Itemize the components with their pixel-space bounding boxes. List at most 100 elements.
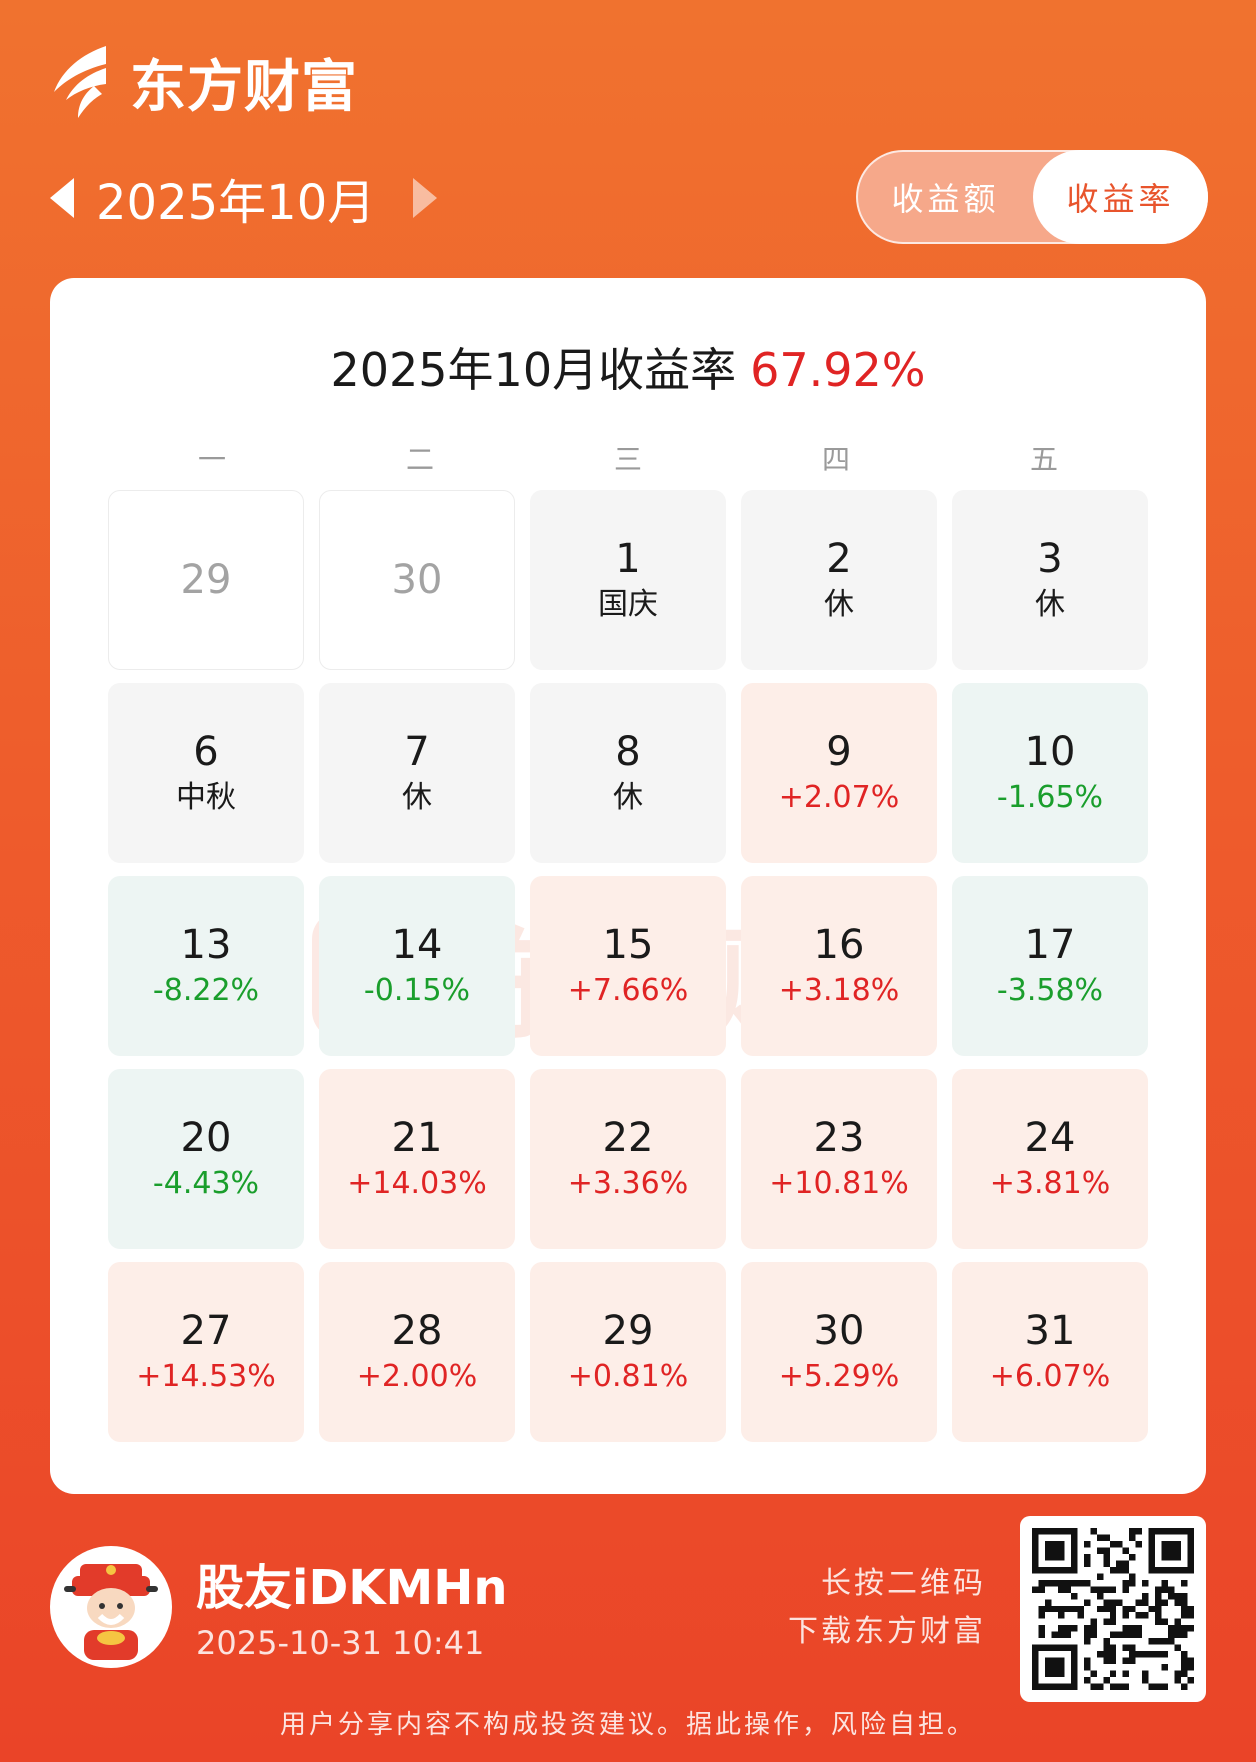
calendar-cell[interactable]: 30 +5.29% [741,1262,937,1442]
cell-day: 28 [391,1308,443,1354]
month-navigator: 2025年10月 [50,166,438,231]
summary-title-text: 2025年10月收益率 [330,343,737,397]
cell-day: 30 [813,1308,865,1354]
cell-return-rate: -1.65% [996,780,1104,815]
weekday-thu: 四 [821,443,850,476]
cell-return-rate: +14.53% [136,1359,276,1394]
triangle-left-icon[interactable] [50,178,74,218]
cell-return-rate: -4.43% [152,1166,260,1201]
calendar-cell[interactable]: 30 [319,490,515,670]
cell-day: 3 [1037,536,1063,582]
calendar-grid: 29 30 1 国庆 2 休 3 休 6 中秋 7 休 8 休 9 +2.07% 10 -1.65% 13 -8.22… [108,490,1148,1442]
cell-day: 2 [826,536,852,582]
weekday-header: 一 二 三 四 五 [108,438,1148,478]
weekday-fri: 五 [1029,443,1058,476]
calendar-cell[interactable]: 13 -8.22% [108,876,304,1056]
eastmoney-logo-icon [54,46,106,118]
cell-return-rate: +2.07% [778,780,900,815]
calendar-cell[interactable]: 16 +3.18% [741,876,937,1056]
disclaimer: 用户分享内容不构成投资建议。据此操作，风险自担。 [279,1710,976,1740]
cell-holiday-label: 休 [1035,587,1065,622]
cell-return-rate: +3.18% [778,973,900,1008]
cell-return-rate: +6.07% [989,1359,1111,1394]
cell-day: 22 [602,1115,654,1161]
calendar-cell[interactable]: 27 +14.53% [108,1262,304,1442]
share-timestamp: 2025-10-31 10:41 [196,1624,485,1662]
calendar-cell[interactable]: 29 [108,490,304,670]
cell-day: 7 [404,729,430,775]
calendar-cell[interactable]: 10 -1.65% [952,683,1148,863]
cell-holiday-label: 休 [613,780,643,815]
calendar-cell[interactable]: 1 国庆 [530,490,726,670]
cell-holiday-label: 中秋 [176,780,236,815]
triangle-right-icon[interactable] [413,178,438,218]
cell-holiday-label: 国庆 [598,587,658,622]
month-label: 2025年10月 [96,175,376,231]
calendar-cell[interactable]: 20 -4.43% [108,1069,304,1249]
cell-day: 15 [602,922,654,968]
cell-day: 16 [813,922,865,968]
calendar-cell[interactable]: 9 +2.07% [741,683,937,863]
cell-return-rate: -0.15% [363,973,471,1008]
cell-day: 14 [391,922,443,968]
cell-day: 8 [615,729,641,775]
calendar-cell[interactable]: 15 +7.66% [530,876,726,1056]
mode-toggle: 收益额 收益率 [856,150,1208,244]
toggle-amount[interactable]: 收益额 [891,180,1000,218]
cell-day: 29 [180,557,232,603]
cell-day: 27 [180,1308,232,1354]
cell-return-rate: +10.81% [769,1166,909,1201]
cell-return-rate: +3.36% [567,1166,689,1201]
god-of-wealth-avatar-icon [64,1564,158,1660]
cell-day: 9 [826,729,852,775]
cell-day: 6 [193,729,219,775]
brand-name: 东方财富 [130,54,358,120]
cell-day: 1 [615,536,641,582]
cell-return-rate: +7.66% [567,973,689,1008]
calendar-cell[interactable]: 29 +0.81% [530,1262,726,1442]
weekday-tue: 二 [405,443,434,476]
calendar-cell[interactable]: 21 +14.03% [319,1069,515,1249]
cell-holiday-label: 休 [402,780,432,815]
calendar-cell[interactable]: 31 +6.07% [952,1262,1148,1442]
calendar-cell[interactable]: 23 +10.81% [741,1069,937,1249]
weekday-mon: 一 [197,443,226,476]
cell-day: 17 [1024,922,1076,968]
cell-return-rate: +2.00% [356,1359,478,1394]
calendar-cell[interactable]: 22 +3.36% [530,1069,726,1249]
cell-return-rate: -8.22% [152,973,260,1008]
calendar-cell[interactable]: 17 -3.58% [952,876,1148,1056]
cell-day: 20 [180,1115,232,1161]
cell-day: 24 [1024,1115,1076,1161]
cell-return-rate: -3.58% [996,973,1104,1008]
qr-hint-line1: 长按二维码 [821,1566,986,1601]
cell-day: 10 [1024,729,1076,775]
cell-day: 23 [813,1115,865,1161]
user-name: 股友iDKMHn [196,1560,508,1616]
qr-code-icon [1032,1528,1194,1690]
calendar-cell[interactable]: 6 中秋 [108,683,304,863]
cell-day: 13 [180,922,232,968]
cell-return-rate: +3.81% [989,1166,1111,1201]
cell-return-rate: +14.03% [347,1166,487,1201]
summary-rate: 67.92% [750,343,926,397]
calendar-cell[interactable]: 14 -0.15% [319,876,515,1056]
calendar-cell[interactable]: 24 +3.81% [952,1069,1148,1249]
cell-holiday-label: 休 [824,587,854,622]
cell-day: 31 [1024,1308,1076,1354]
weekday-wed: 三 [613,443,642,476]
qr-hint: 长按二维码 下载东方财富 [760,1560,986,1656]
calendar-cell[interactable]: 28 +2.00% [319,1262,515,1442]
summary-title: 2025年10月收益率 67.92% [50,334,1206,400]
qr-hint-line2: 下载东方财富 [788,1614,986,1649]
cell-day: 21 [391,1115,443,1161]
cell-day: 30 [391,557,443,603]
toggle-rate[interactable]: 收益率 [1033,150,1208,244]
avatar [50,1546,172,1668]
qr-code[interactable] [1020,1516,1206,1702]
